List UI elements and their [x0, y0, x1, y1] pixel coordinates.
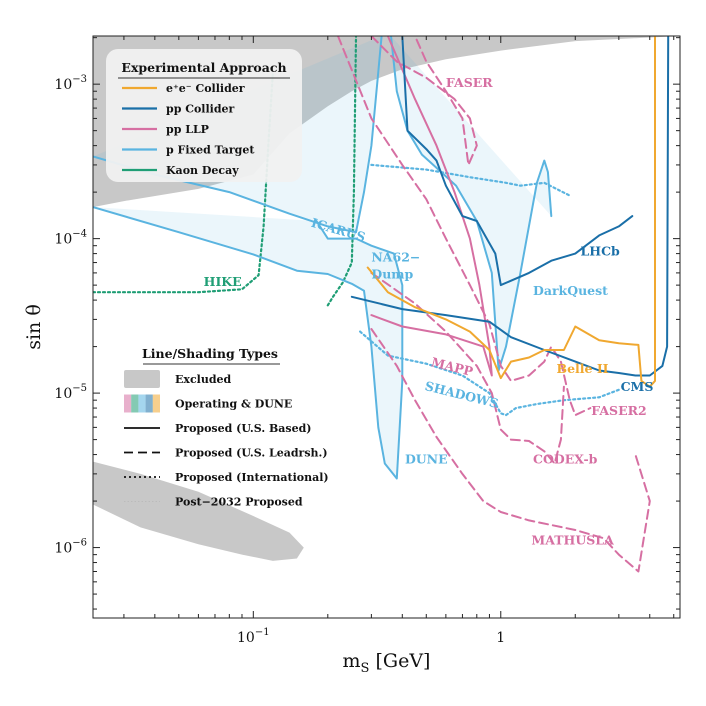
- legend-label-kaon_decay: Kaon Decay: [166, 164, 239, 177]
- label-cms: CMS: [621, 379, 654, 394]
- legend-swatch-operating: [138, 394, 146, 413]
- series-dune: [93, 206, 404, 480]
- legend-label-thin: Post−2032 Proposed: [175, 496, 303, 509]
- legend-swatch-operating: [152, 394, 160, 413]
- plot-frame: [92, 35, 681, 619]
- legend-label-pp_collider: pp Collider: [166, 103, 235, 116]
- legend-label-operating: Operating & DUNE: [175, 398, 292, 411]
- y-axis-label: sin θ: [23, 304, 45, 350]
- legend-approach-title: Experimental Approach: [121, 60, 286, 75]
- label-mathusla: MATHUSLA: [531, 532, 614, 547]
- label-faser: FASER: [446, 75, 493, 90]
- legend-label-excluded: Excluded: [175, 373, 232, 386]
- x-tick-label: 1: [496, 630, 505, 646]
- series-mathusla: [370, 328, 651, 573]
- series-faser2: [337, 36, 592, 417]
- label-codex-b: CODEX-b: [533, 452, 598, 467]
- series-lines: [93, 36, 670, 573]
- fill-darkquest: [391, 36, 552, 371]
- label-faser2: FASER2: [591, 403, 646, 418]
- x-axis-label: mS [GeV]: [343, 650, 431, 676]
- label-darkquest: DarkQuest: [533, 283, 608, 298]
- series-lhcb: [401, 36, 634, 287]
- legend-swatch-excluded: [124, 370, 160, 388]
- series-icarus: [93, 36, 383, 234]
- series-belle-ii: [366, 36, 656, 388]
- legend-label-dashed: Proposed (U.S. Leadrsh.): [175, 447, 328, 460]
- legend-label-ee_collider: e⁺e⁻ Collider: [166, 82, 245, 95]
- label-na62: NA62−: [371, 250, 420, 265]
- legend-swatch-operating: [124, 394, 132, 413]
- series-shadows: [359, 330, 620, 417]
- legend-approach: Experimental Approach e⁺e⁻ Collider pp Col…: [106, 49, 302, 182]
- legend-label-p_fixed_target: p Fixed Target: [166, 144, 255, 157]
- legend-label-dotted: Proposed (International): [175, 471, 329, 484]
- series-cms: [350, 36, 670, 377]
- excluded-lower-left: [93, 461, 304, 561]
- label-dune: DUNE: [405, 452, 448, 467]
- legend-swatch-operating: [131, 394, 139, 413]
- label-belle-ii: Belle II: [557, 361, 609, 376]
- label-lhcb: LHCb: [581, 243, 621, 258]
- series-na62-dump: [370, 163, 571, 197]
- label-dump: Dump: [371, 267, 413, 282]
- legend-label-solid: Proposed (U.S. Based): [175, 422, 312, 435]
- legend-line-types: Line/Shading Types Excluded Operating & DU…: [124, 346, 329, 509]
- legend-types-title: Line/Shading Types: [142, 346, 278, 361]
- series-codex-b: [370, 271, 565, 465]
- series-kaon-decay-second: [326, 36, 358, 307]
- axis-labels: mS [GeV] sin θ: [23, 304, 430, 676]
- series-mapp: [370, 36, 493, 377]
- series-darkquest: [390, 36, 553, 372]
- label-hike: HIKE: [204, 274, 242, 289]
- series-faser: [370, 36, 478, 166]
- legend-swatch-operating: [145, 394, 153, 413]
- legend-label-pp_llp: pp LLP: [166, 123, 209, 136]
